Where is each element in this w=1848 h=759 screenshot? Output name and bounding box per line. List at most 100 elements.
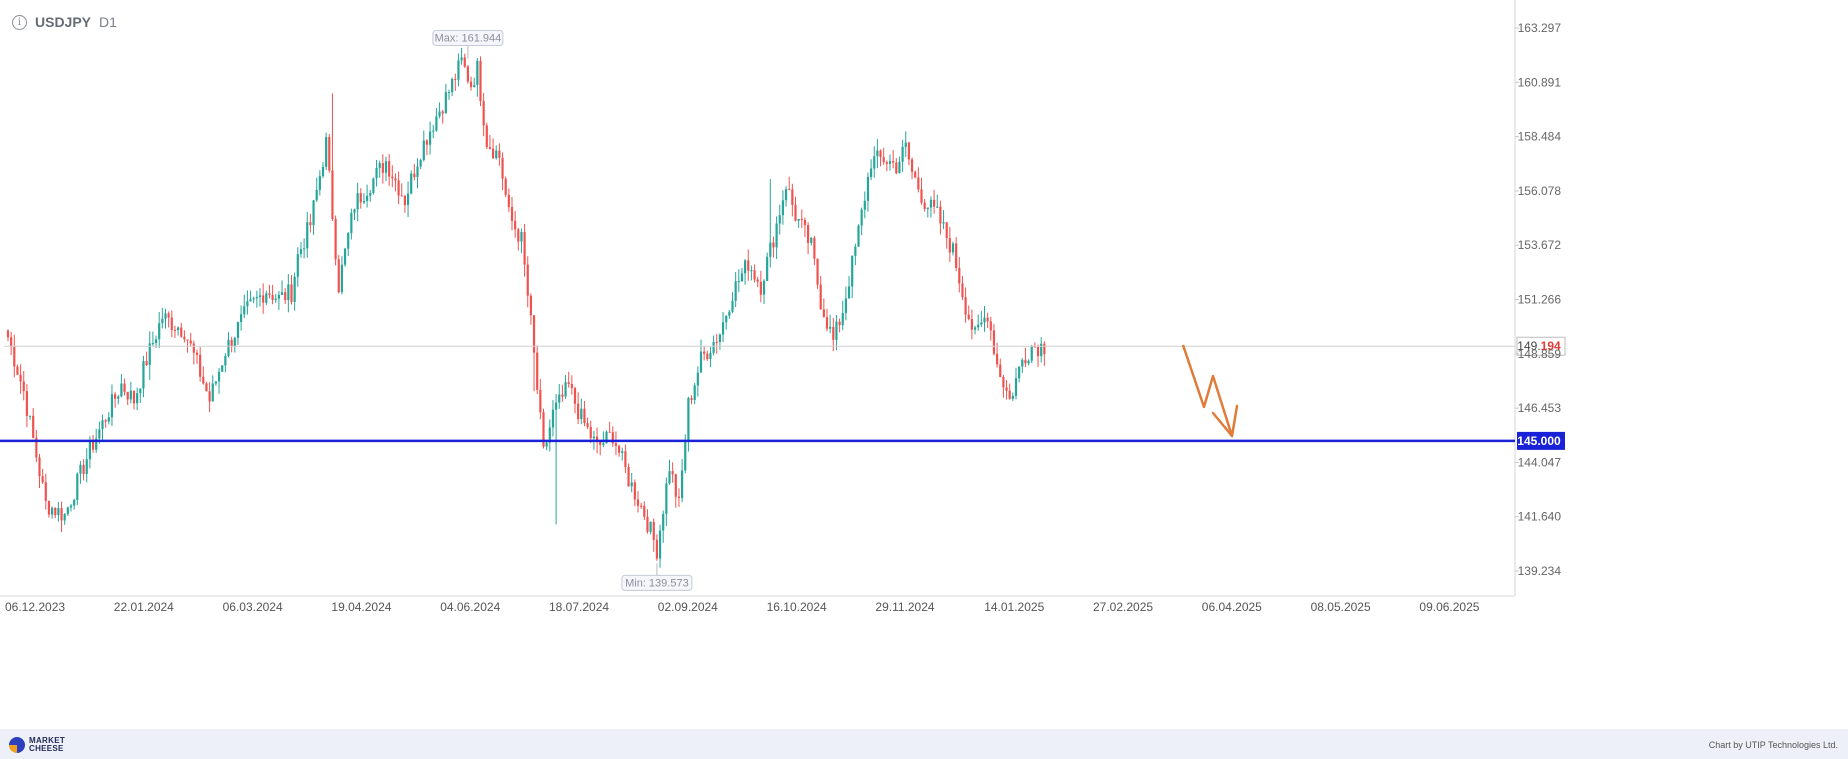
min-box bbox=[621, 574, 693, 591]
candle-bear bbox=[671, 471, 674, 475]
candle-bear bbox=[633, 482, 636, 500]
annotations: Max: 161.944 Min: 139.573 bbox=[432, 30, 1239, 591]
candle-bear bbox=[715, 341, 718, 343]
candle-bull bbox=[936, 206, 939, 208]
candle-bull bbox=[580, 408, 583, 420]
candle-bull bbox=[249, 299, 252, 302]
forecast-arrow-left bbox=[1211, 411, 1234, 438]
candle-bull bbox=[929, 199, 933, 208]
candle-bull bbox=[769, 242, 772, 257]
candle-bull bbox=[88, 440, 91, 460]
candle-bull bbox=[1011, 395, 1014, 399]
candle-bear bbox=[114, 394, 117, 399]
candle-bull bbox=[158, 323, 161, 340]
time-tick-label: 29.11.2024 bbox=[875, 600, 934, 614]
candle-bull bbox=[797, 218, 800, 221]
candle-bear bbox=[498, 150, 501, 158]
candle-bull bbox=[687, 398, 690, 441]
candle-bear bbox=[759, 281, 762, 295]
candle-bull bbox=[85, 459, 88, 474]
candle-bear bbox=[13, 346, 16, 367]
candle-bear bbox=[970, 319, 973, 330]
candle-bull bbox=[236, 321, 240, 338]
candle-bull bbox=[734, 281, 737, 301]
candle-bear bbox=[22, 381, 25, 392]
candle-bull bbox=[495, 150, 498, 159]
candle-bear bbox=[192, 343, 195, 353]
candle-bear bbox=[526, 264, 529, 296]
candle-bear bbox=[948, 238, 951, 253]
candle-bull bbox=[410, 173, 413, 194]
candle-bull bbox=[227, 339, 230, 356]
candle-bear bbox=[816, 258, 819, 285]
candle-bull bbox=[712, 341, 715, 353]
time-tick-label: 14.01.2025 bbox=[984, 600, 1044, 614]
candle-bear bbox=[469, 81, 473, 88]
candle-bear bbox=[788, 189, 791, 191]
candle-bull bbox=[977, 324, 980, 328]
candle-bear bbox=[567, 382, 570, 384]
candle-bear bbox=[595, 436, 599, 442]
candle-bear bbox=[933, 199, 936, 207]
candle-bull bbox=[630, 482, 633, 487]
candle-bull bbox=[117, 396, 120, 399]
candle-bull bbox=[356, 193, 359, 210]
candle-bear bbox=[268, 293, 271, 295]
candle-bull bbox=[142, 361, 145, 389]
candle-bear bbox=[271, 294, 274, 300]
candle-bear bbox=[328, 137, 331, 171]
candle-bull bbox=[662, 513, 665, 531]
candle-bull bbox=[120, 383, 123, 397]
timeframe-label[interactable]: D1 bbox=[99, 14, 117, 30]
candle-bear bbox=[359, 193, 362, 203]
candle-bear bbox=[627, 466, 630, 487]
candle-bear bbox=[756, 279, 759, 282]
logo-text: MARKET CHEESE bbox=[29, 736, 66, 753]
candle-bear bbox=[35, 437, 38, 458]
candle-bear bbox=[425, 140, 429, 145]
candle-bear bbox=[794, 204, 797, 221]
candle-bull bbox=[699, 351, 703, 373]
candle-bear bbox=[917, 177, 920, 190]
candle-bull bbox=[384, 161, 388, 173]
candle-bull bbox=[810, 237, 813, 243]
candle-bull bbox=[277, 294, 280, 299]
candle-bull bbox=[926, 207, 929, 209]
candle-bull bbox=[240, 314, 243, 322]
candle-bull bbox=[980, 322, 983, 325]
candle-bear bbox=[747, 260, 750, 271]
candle-bull bbox=[1018, 366, 1021, 379]
candle-bear bbox=[309, 222, 312, 226]
candle-bull bbox=[784, 189, 788, 201]
candle-bear bbox=[803, 220, 807, 226]
candle-bull bbox=[775, 223, 778, 248]
candle-bear bbox=[60, 508, 63, 521]
candle-bull bbox=[558, 394, 561, 403]
candle-bull bbox=[457, 60, 460, 80]
candle-bull bbox=[79, 464, 82, 474]
chart-credit: Chart by UTIP Technologies Ltd. bbox=[1708, 740, 1838, 750]
candle-bear bbox=[614, 443, 618, 446]
candle-bull bbox=[303, 248, 306, 250]
candle-bull bbox=[857, 225, 860, 247]
candle-bear bbox=[636, 499, 640, 506]
time-tick-label: 19.04.2024 bbox=[331, 600, 391, 614]
candle-bear bbox=[183, 336, 186, 340]
candle-bear bbox=[895, 162, 898, 174]
candle-bear bbox=[25, 391, 28, 416]
candle-bull bbox=[107, 417, 110, 422]
info-icon[interactable]: i bbox=[12, 14, 27, 30]
candle-bull bbox=[731, 300, 734, 312]
candle-bear bbox=[807, 225, 810, 243]
candle-bear bbox=[466, 66, 469, 82]
candle-bear bbox=[504, 178, 507, 195]
candle-bear bbox=[923, 202, 926, 209]
candle-bull bbox=[164, 313, 167, 319]
candle-bear bbox=[608, 431, 611, 433]
candle-bear bbox=[832, 326, 835, 340]
candle-bull bbox=[296, 254, 299, 277]
candle-bull bbox=[306, 222, 309, 249]
candle-bear bbox=[819, 284, 822, 310]
candle-bear bbox=[655, 539, 658, 559]
